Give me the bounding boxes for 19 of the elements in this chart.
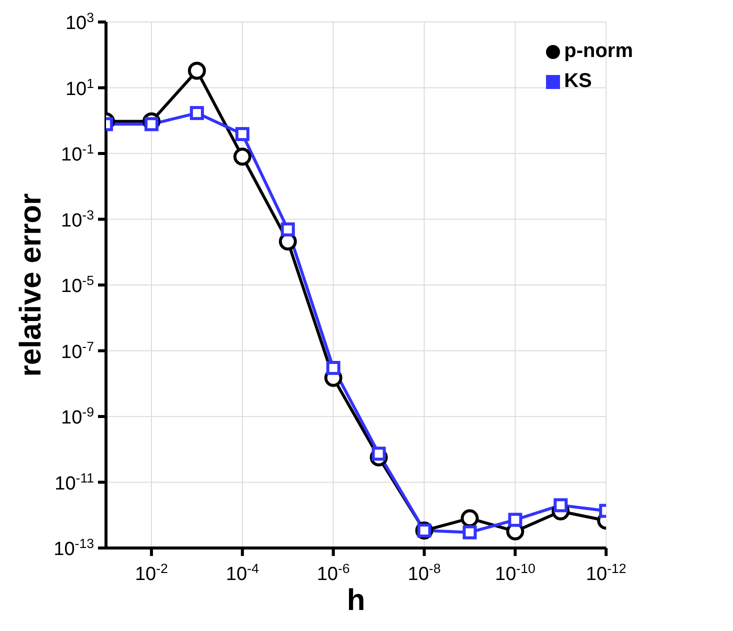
y-tick-label: 10$^{-7}$ — [61, 338, 94, 363]
y-tick-label: 10$^{1}$ — [65, 75, 94, 100]
y-tick-label: 10$^{-5}$ — [61, 272, 94, 297]
y-tick-label: 10$^{-9}$ — [61, 404, 94, 428]
x-tick-label: 10$^{-2}$ — [134, 560, 168, 585]
y-tick-label: 10$^{3}$ — [65, 10, 94, 34]
y-tick-label: 10$^{-13}$ — [54, 536, 94, 560]
x-axis-title: h — [346, 584, 366, 617]
legend-label: p-norm — [564, 40, 633, 62]
x-tick-label: 10$^{-4}$ — [226, 560, 259, 585]
x-tick-label: 10$^{-10}$ — [495, 560, 536, 585]
y-tick-label: 10$^{-1}$ — [61, 141, 94, 166]
x-tick-label: 10$^{-8}$ — [408, 560, 441, 585]
x-tick-label: 10$^{-6}$ — [316, 560, 350, 585]
x-tick-label: 10$^{-12}$ — [586, 560, 626, 585]
y-axis-title: relative error — [14, 192, 48, 377]
y-tick-label: 10$^{-3}$ — [61, 206, 94, 232]
legend-label: KS — [564, 70, 592, 92]
y-tick-label: 10$^{-11}$ — [54, 470, 94, 494]
